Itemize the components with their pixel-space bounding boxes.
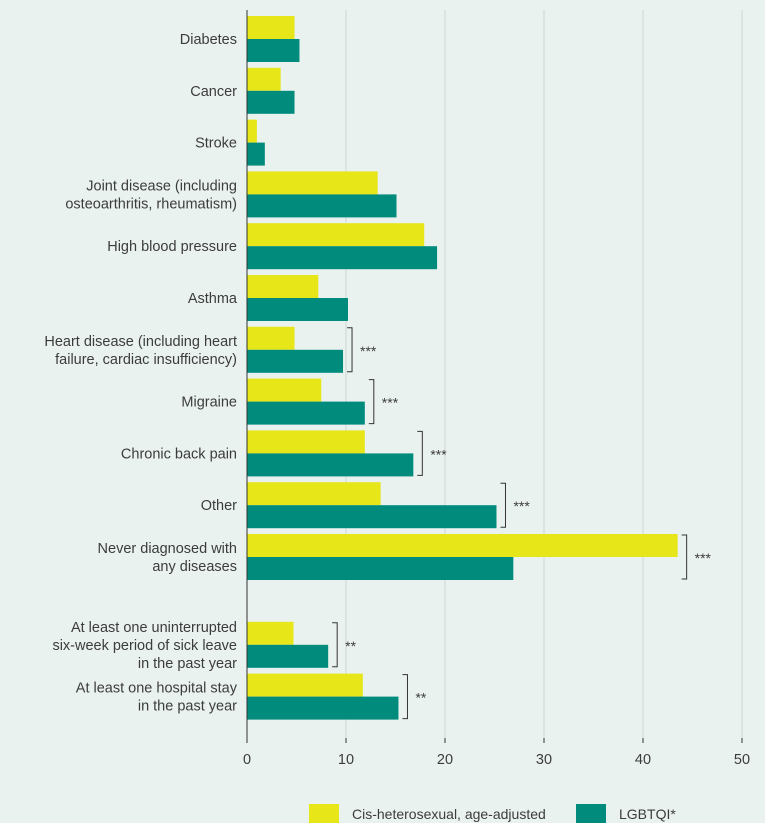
category-label: High blood pressure <box>107 239 237 255</box>
significance-bracket <box>332 622 338 668</box>
x-tick-label: 20 <box>437 752 453 768</box>
bar <box>247 326 295 350</box>
legend-label: LGBTQI* <box>619 806 676 822</box>
legend-swatch <box>576 804 606 823</box>
bar <box>247 482 381 506</box>
x-tick-label: 10 <box>338 752 354 768</box>
bar <box>247 142 265 166</box>
category-label: Other <box>201 498 237 514</box>
category-label: Heart disease (including heart failure, c… <box>44 334 237 368</box>
x-axis: 0 10 20 30 40 50 <box>243 10 750 768</box>
bar <box>247 171 378 195</box>
significance-bracket <box>417 430 423 476</box>
bar <box>247 223 425 247</box>
significance-label: ** <box>415 690 426 706</box>
bar <box>247 194 397 218</box>
x-tick-label: 0 <box>243 752 251 768</box>
significance-bracket <box>681 534 688 580</box>
category-label: Migraine <box>181 395 237 411</box>
bar <box>247 557 514 580</box>
category-label: Stroke <box>195 136 237 152</box>
bar <box>247 16 295 39</box>
significance-bracket <box>500 482 506 528</box>
gridlines <box>345 10 743 738</box>
significance-bracket <box>368 379 375 425</box>
bar <box>247 430 365 454</box>
significance-label: *** <box>513 498 530 514</box>
x-tick-label: 30 <box>536 752 552 768</box>
legend: Cis-heterosexual, age-adjusted LGBTQI* <box>309 804 676 823</box>
significance-label: *** <box>695 550 712 566</box>
bar <box>247 534 678 557</box>
significance-label: *** <box>360 343 377 359</box>
bar <box>247 349 344 373</box>
bar <box>247 453 414 477</box>
bar <box>247 67 281 91</box>
category-label: At least one uninterrupted six-week perio… <box>52 620 237 672</box>
bar <box>247 39 300 62</box>
bar <box>247 119 257 143</box>
x-tick-label: 40 <box>635 752 651 768</box>
bar <box>247 644 329 668</box>
significance-bracket <box>347 327 353 373</box>
significance-markers: ******************* <box>332 327 712 720</box>
legend-swatch <box>309 804 339 823</box>
bars <box>247 16 678 720</box>
bar <box>247 378 322 402</box>
bar <box>247 696 399 720</box>
category-label: Diabetes <box>180 32 237 48</box>
category-label: Cancer <box>190 84 237 100</box>
bar <box>247 621 294 645</box>
bar <box>247 298 348 321</box>
legend-label: Cis-heterosexual, age-adjusted <box>352 806 546 822</box>
bar <box>247 275 319 298</box>
bar <box>247 246 438 270</box>
category-label: Asthma <box>188 291 238 307</box>
category-label: Chronic back pain <box>121 446 237 462</box>
bar <box>247 401 365 425</box>
significance-label: *** <box>382 395 399 411</box>
bar <box>247 505 497 529</box>
category-label: At least one hospital stay in the past ye… <box>76 681 238 715</box>
significance-label: ** <box>345 638 356 654</box>
category-labels: Diabetes Cancer Stroke Joint disease (inclu… <box>44 32 238 715</box>
bar <box>247 673 363 697</box>
category-label: Never diagnosed with any diseases <box>98 541 237 575</box>
x-tick-label: 50 <box>734 752 750 768</box>
bar <box>247 90 295 114</box>
significance-label: *** <box>430 446 447 462</box>
significance-bracket <box>402 674 408 720</box>
category-label: Joint disease (including osteoarthritis, … <box>65 178 237 212</box>
